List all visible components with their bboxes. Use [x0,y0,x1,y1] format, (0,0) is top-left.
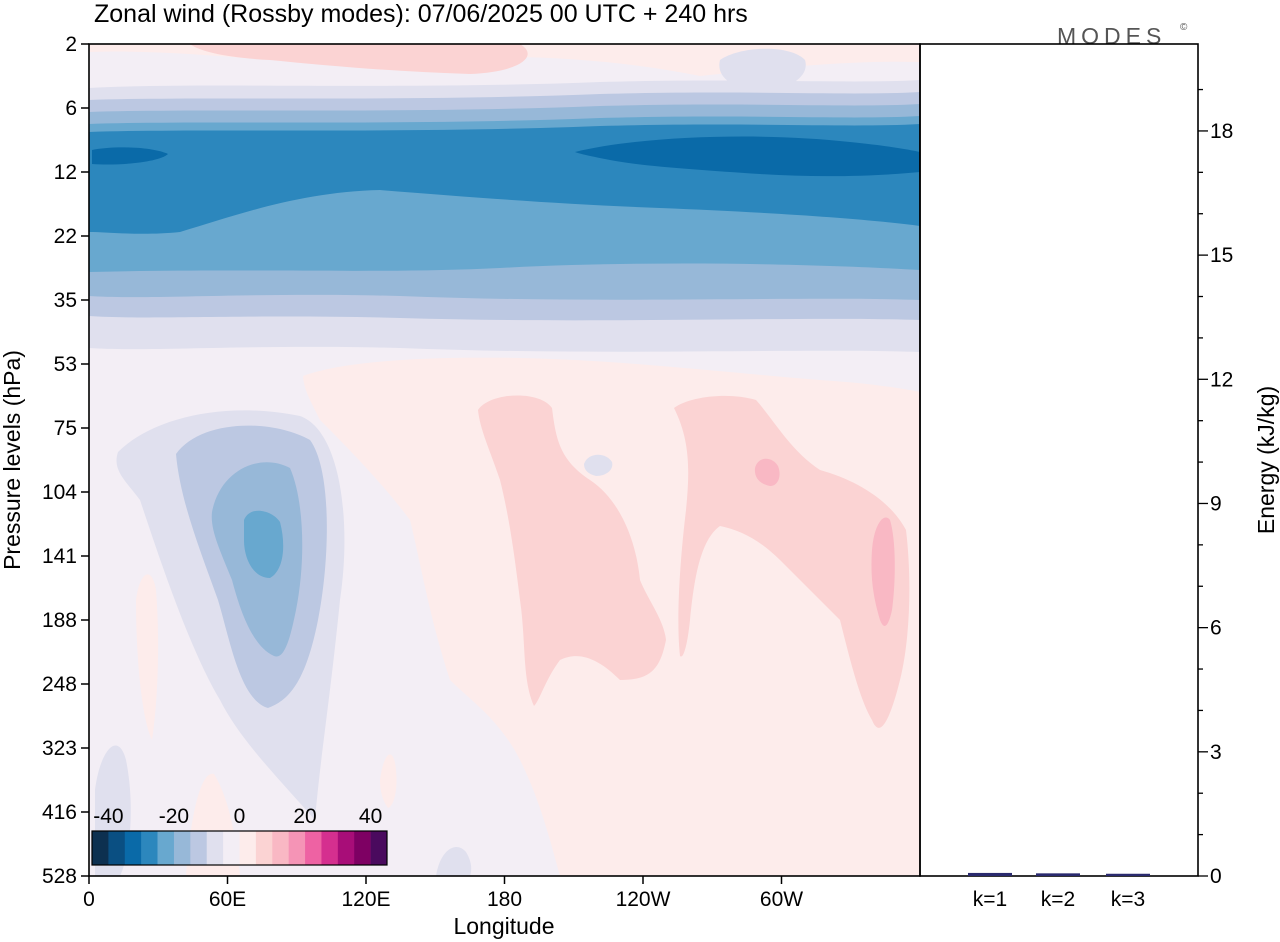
colorbar [91,830,388,866]
longitude-tick-label: 60W [760,888,803,911]
pressure-tick-label: 141 [42,545,77,568]
pressure-tick-label: 248 [42,673,77,696]
energy-bar [1106,873,1150,876]
energy-bar [968,872,1012,876]
longitude-tick-label: 180 [487,888,522,911]
contour-band [584,454,613,476]
colorbar-label: -20 [159,805,189,828]
pressure-tick-label: 53 [54,353,77,376]
pressure-tick-label: 188 [42,609,77,632]
contour-band [719,48,806,92]
energy-tick-label: 0 [1210,865,1222,888]
contour-band [190,44,528,74]
colorbar-swatch [305,831,322,865]
pressure-tick-label: 323 [42,737,77,760]
zonal-wind-contour-field [89,44,920,876]
energy-bar-label: k=3 [1111,888,1145,911]
contour-band [674,395,910,728]
colorbar-label: 0 [234,805,246,828]
longitude-axis: 0 60E 120E 180 120W 60W [83,876,803,911]
colorbar-label: -40 [93,805,123,828]
contour-band [92,147,168,165]
colorbar-swatch [124,831,142,865]
modes-logo: MODES [1057,23,1166,49]
colorbar-swatch [239,831,257,865]
contour-band [380,754,397,808]
pressure-tick-label: 528 [42,865,77,888]
longitude-tick-label: 120E [341,888,390,911]
colorbar-swatch [92,831,109,865]
colorbar-swatch [370,831,388,865]
x-axis-label: Longitude [453,913,554,939]
pressure-tick-label: 416 [42,801,77,824]
energy-tick-label: 15 [1210,244,1233,267]
colorbar-swatch [108,831,126,865]
colorbar-frame [91,830,388,866]
energy-tick-label: 12 [1210,368,1233,391]
longitude-tick-label: 120W [616,888,671,911]
colorbar-labels: -40 -20 0 20 40 [93,805,382,828]
colorbar-swatch [141,831,158,865]
pressure-tick-label: 6 [65,97,77,120]
energy-axis: 0 3 6 9 12 15 18 [1198,88,1233,888]
colorbar-swatch [321,831,339,865]
energy-panel-frame [919,43,1199,877]
colorbar-swatch [173,831,191,865]
pressure-axis: 2 6 12 22 35 53 75 104 141 188 248 323 416 528 [42,33,89,888]
pressure-tick-label: 75 [54,417,77,440]
colorbar-swatch [223,831,240,865]
pressure-tick-label: 104 [42,481,77,504]
contour-band [244,510,284,578]
pressure-tick-label: 22 [54,225,77,248]
logo-copyright-mark: © [1180,22,1188,33]
energy-tick-label: 18 [1210,120,1233,143]
energy-bar-label: k=1 [973,888,1007,911]
energy-bar-label: k=2 [1041,888,1075,911]
contour-band [478,395,666,706]
chart-title: Zonal wind (Rossby modes): 07/06/2025 00… [94,0,748,28]
energy-tick-label: 6 [1210,617,1222,640]
colorbar-label: 20 [293,805,316,828]
colorbar-swatch [272,831,289,865]
energy-bar [1036,873,1080,876]
colorbar-swatch [288,831,306,865]
pressure-tick-label: 12 [54,161,77,184]
colorbar-swatch [354,831,371,865]
longitude-tick-label: 0 [83,888,95,911]
energy-tick-label: 3 [1210,741,1222,764]
colorbar-label: 40 [359,805,382,828]
colorbar-swatch [157,831,175,865]
contour-band [136,574,159,740]
y-axis-label: Pressure levels (hPa) [0,350,25,570]
colorbar-swatch [206,831,224,865]
colorbar-swatch [337,831,355,865]
contour-band [754,458,780,486]
contour-band [871,517,895,626]
longitude-tick-label: 60E [209,888,246,911]
energy-bars: k=1 k=2 k=3 [968,872,1150,911]
pressure-tick-label: 2 [65,33,77,56]
energy-tick-label: 9 [1210,492,1222,515]
pressure-tick-label: 35 [54,289,77,312]
contour-band [436,846,472,876]
colorbar-swatch [255,831,273,865]
contour-band [575,136,920,177]
colorbar-swatch [190,831,208,865]
energy-axis-label: Energy (kJ/kg) [1253,386,1279,534]
